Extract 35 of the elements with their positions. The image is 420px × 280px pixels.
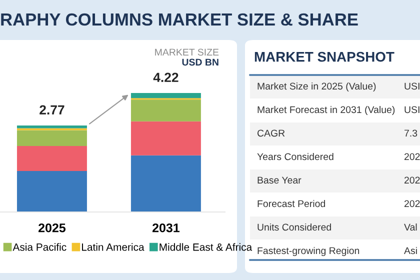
x-tick-label: 2025 [38,223,66,232]
chart-title: RAPHY COLUMNS MARKET SIZE & SHARE [1,13,358,26]
text: Val [404,223,417,231]
text: USI [404,82,420,90]
category-label: Base Year [258,176,302,184]
category-label: Fastest-growing Region [258,246,360,256]
legend-label: Middle East & Africa [160,243,252,251]
annotation: 2.77 [40,105,64,114]
text: MARKET SIZE [155,48,219,56]
bar [16,130,87,146]
legend-label: Latin America [82,243,144,251]
bar [16,125,87,128]
text: 7.3 [404,130,418,137]
category-label: Forecast Period [258,200,325,208]
text: USD BN [182,58,218,66]
text: 202 [404,200,420,208]
text: 202 [404,153,420,160]
bar [130,93,201,98]
text: Asi [404,246,417,254]
category-label: Years Considered [257,152,334,160]
bar [130,100,201,122]
bar [130,121,201,156]
legend-label: Asia Pacific [12,243,66,251]
bar [130,155,201,212]
text: USI [404,106,420,114]
bar [16,146,87,171]
x-tick-label: 2031 [152,223,180,232]
category-label: Units Considered [258,223,331,231]
text: MARKET SNAPSHOT [254,52,394,62]
annotation: 4.22 [153,72,178,82]
category-label: Market Size in 2025 (Value) [258,82,376,92]
category-label: Market Forecast in 2031 (Value) [258,106,395,116]
text: 202 [404,176,420,184]
bar [16,170,87,212]
category-label: CAGR [257,130,285,137]
